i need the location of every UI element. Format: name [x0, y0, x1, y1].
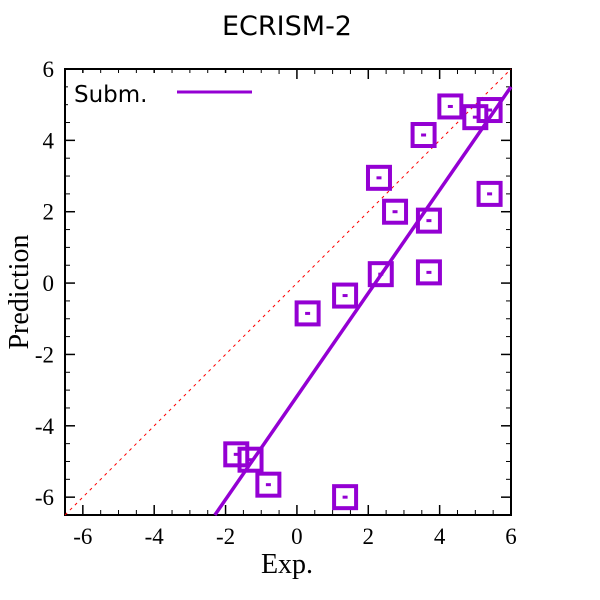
chart-title: ECRISM-2: [222, 11, 352, 42]
data-point-center: [248, 458, 254, 462]
data-point-center: [487, 108, 493, 112]
x-tick-label: 0: [291, 524, 303, 549]
data-point-center: [305, 311, 311, 315]
reference-line-group: [64, 68, 512, 516]
data-points: [223, 93, 503, 511]
data-point-square: [476, 97, 503, 124]
y-tick-label: -2: [35, 342, 54, 367]
y-tick-label: 6: [43, 57, 55, 82]
data-point-center: [426, 270, 432, 274]
data-point-square: [462, 104, 489, 131]
data-point: [367, 261, 394, 288]
data-point-square: [410, 122, 437, 149]
data-point-center: [376, 176, 382, 180]
data-point-center: [447, 104, 453, 108]
data-point-center: [265, 483, 271, 487]
data-point-center: [426, 219, 432, 223]
data-point-square: [294, 300, 321, 327]
y-tick-label: -6: [35, 485, 54, 510]
y-tick-labels: -6 -4 -2 0 2 4 6: [35, 57, 55, 510]
x-tick-label: -6: [73, 524, 92, 549]
data-point-square: [255, 471, 282, 498]
data-point-square: [437, 93, 464, 120]
data-point-center: [233, 452, 239, 456]
data-point: [415, 207, 442, 234]
plot-area: [64, 68, 513, 516]
y-tick-label: -4: [35, 414, 55, 439]
data-point: [462, 104, 489, 131]
data-point-square: [332, 484, 359, 511]
legend-label: Subm.: [74, 82, 148, 108]
major-ticks: [65, 68, 512, 515]
data-point-square: [415, 207, 442, 234]
data-point-center: [342, 294, 348, 298]
data-point: [255, 471, 282, 498]
data-point: [332, 282, 359, 309]
data-point-square: [382, 198, 409, 225]
data-point-square: [223, 441, 250, 468]
data-point: [332, 484, 359, 511]
plot-frame: [64, 68, 512, 516]
legend: Subm.: [68, 73, 268, 113]
x-tick-label: 6: [505, 524, 517, 549]
data-point: [415, 259, 442, 286]
data-point-center: [421, 133, 427, 137]
data-point: [476, 180, 503, 207]
data-point: [365, 164, 392, 191]
data-point-square: [237, 446, 264, 473]
data-point: [294, 300, 321, 327]
x-tick-label: -4: [145, 524, 165, 549]
x-tick-label: -2: [216, 524, 235, 549]
data-point-center: [472, 115, 478, 119]
y-tick-label: 0: [43, 271, 55, 296]
data-point-square: [365, 164, 392, 191]
data-point-square: [367, 261, 394, 288]
fit-line: [213, 85, 513, 516]
x-tick-labels: -6 -4 -2 0 2 4 6: [73, 524, 516, 549]
data-point: [437, 93, 464, 120]
data-point: [476, 97, 503, 124]
data-point-center: [378, 272, 384, 276]
data-point-square: [415, 259, 442, 286]
x-tick-label: 2: [363, 524, 375, 549]
data-point-square: [476, 180, 503, 207]
x-axis-label: Exp.: [261, 549, 313, 580]
data-point-center: [487, 192, 493, 196]
data-point: [410, 122, 437, 149]
x-tick-label: 4: [434, 524, 446, 549]
data-point: [223, 441, 250, 468]
data-point-center: [342, 495, 348, 499]
reference-line: [64, 68, 512, 516]
data-point: [237, 446, 264, 473]
data-point-square: [332, 282, 359, 309]
y-tick-label: 2: [43, 200, 55, 225]
y-axis-label: Prediction: [4, 234, 35, 349]
data-point-center: [392, 210, 398, 214]
data-point: [382, 198, 409, 225]
y-tick-label: 4: [43, 128, 55, 153]
fit-line-group: [213, 85, 513, 516]
